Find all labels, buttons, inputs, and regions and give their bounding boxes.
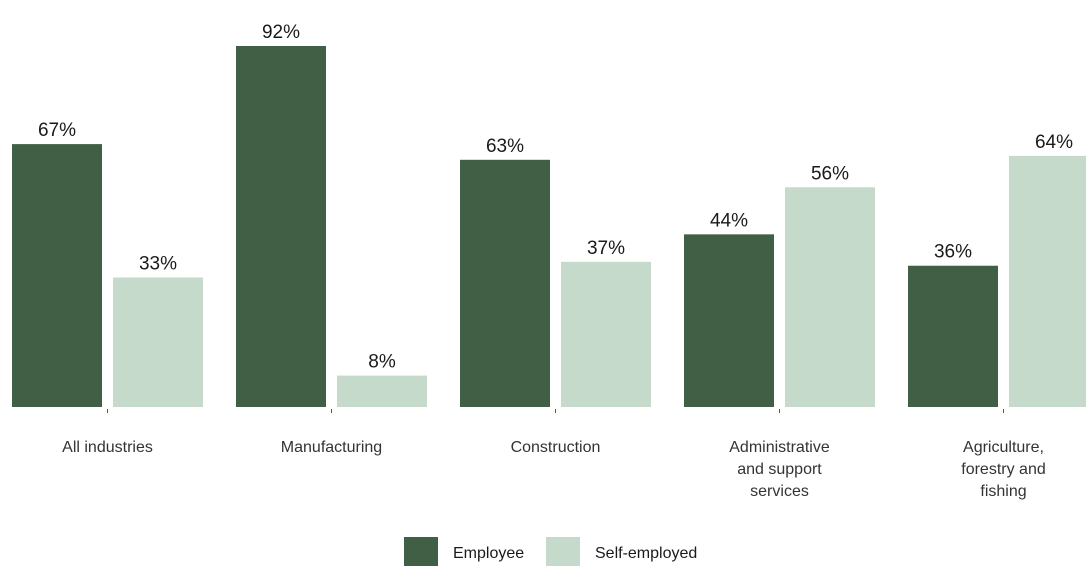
data-label: 64%: [1035, 132, 1073, 153]
category-label: fishing: [980, 483, 1026, 500]
bar-self-employed-1: [337, 375, 427, 407]
category-label: and support: [737, 461, 822, 478]
data-label: 33%: [139, 254, 177, 275]
legend-swatch-employee: [404, 537, 438, 566]
category-label: Construction: [511, 439, 601, 456]
category-axis: All industries Manufacturing Construction A…: [62, 409, 1046, 500]
data-label: 92%: [262, 22, 300, 43]
bar-self-employed-0: [113, 277, 203, 407]
data-labels-layer: 67% 33% 92% 8% 63% 37% 44% 56% 36% 64%: [38, 22, 1073, 373]
category-label: Manufacturing: [281, 439, 382, 456]
bars-layer: [12, 46, 1086, 407]
bar-employee-3: [684, 234, 774, 407]
category-label: Agriculture,: [963, 439, 1044, 456]
data-label: 44%: [710, 210, 748, 231]
data-label: 37%: [587, 238, 625, 259]
bar-self-employed-3: [785, 187, 875, 407]
bar-employee-2: [460, 159, 550, 407]
data-label: 36%: [934, 242, 972, 263]
category-label: forestry and: [961, 461, 1045, 478]
bar-employee-1: [236, 46, 326, 407]
legend: Employee Self-employed: [404, 537, 697, 566]
bar-self-employed-2: [561, 261, 651, 407]
bar-self-employed-4: [1009, 155, 1086, 407]
category-label: services: [750, 483, 809, 500]
bar-employee-0: [12, 144, 102, 407]
data-label: 8%: [368, 352, 396, 373]
legend-swatch-self-employed: [546, 537, 580, 566]
legend-label: Self-employed: [595, 545, 697, 562]
data-label: 63%: [486, 136, 524, 157]
legend-label: Employee: [453, 545, 524, 562]
category-label: Administrative: [729, 439, 830, 456]
data-label: 67%: [38, 120, 76, 141]
bar-employee-4: [908, 265, 998, 407]
data-label: 56%: [811, 163, 849, 184]
category-label: All industries: [62, 439, 153, 456]
